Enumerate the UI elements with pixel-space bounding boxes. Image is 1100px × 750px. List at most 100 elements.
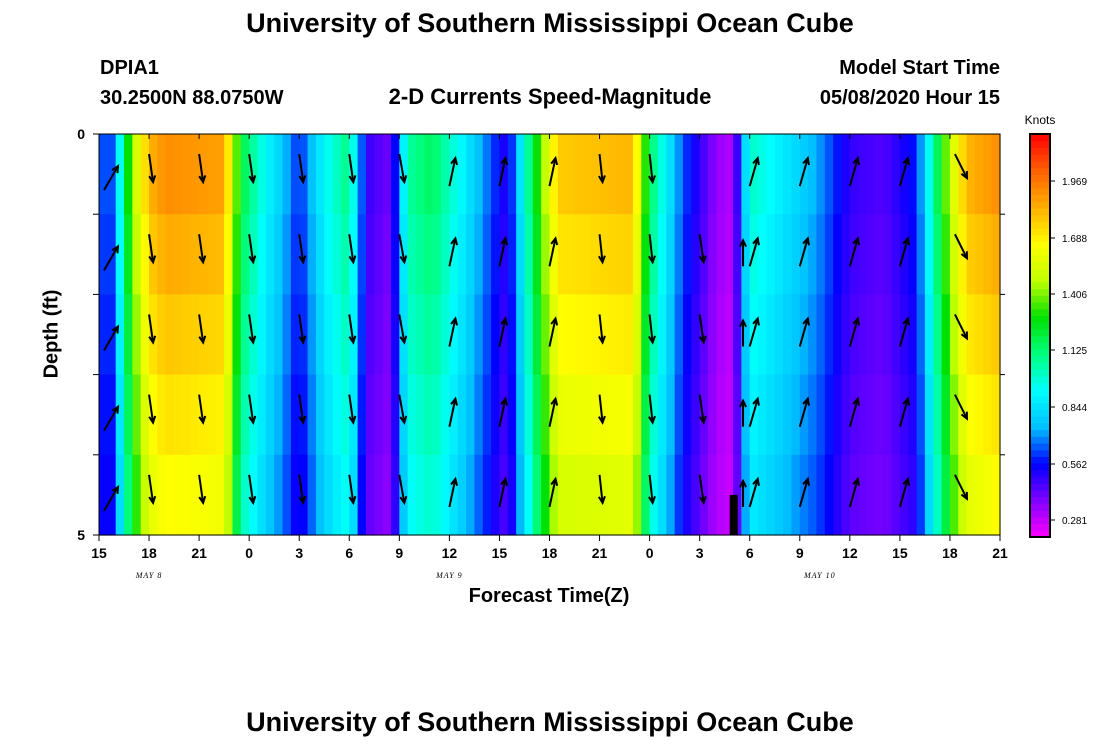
- current-arrow-shaft: [248, 474, 255, 503]
- heatmap-cell: [983, 294, 993, 376]
- current-arrow: [798, 236, 810, 267]
- heatmap-cell: [190, 374, 200, 456]
- heatmap-cell: [666, 214, 676, 295]
- current-arrow: [898, 155, 911, 187]
- heatmap-cell: [224, 134, 234, 215]
- current-arrow: [398, 394, 408, 425]
- heatmap-cell: [482, 454, 492, 536]
- heatmap-cell: [816, 374, 826, 456]
- current-arrow-shaft: [848, 478, 859, 508]
- heatmap-cell: [474, 134, 484, 215]
- x-tick-label: 3: [295, 545, 303, 561]
- current-arrow-shaft: [198, 394, 205, 423]
- current-arrow: [898, 316, 911, 347]
- heatmap-cell: [933, 294, 943, 376]
- colorbar-segment: [1030, 503, 1050, 511]
- heatmap-cell: [949, 294, 959, 376]
- heatmap-cell: [424, 374, 434, 456]
- current-arrow: [598, 153, 606, 185]
- heatmap-cell: [157, 214, 167, 295]
- heatmap-cell: [949, 454, 959, 536]
- heatmap-cell: [282, 454, 292, 536]
- current-arrow: [298, 474, 307, 506]
- heatmap-cell: [841, 134, 851, 215]
- colorbar-segment: [1030, 288, 1050, 296]
- heatmap-cell: [340, 294, 350, 376]
- heatmap-cell: [557, 374, 567, 456]
- heatmap-cell: [357, 454, 367, 536]
- heatmap-cell: [983, 134, 993, 215]
- heatmap-cell: [507, 134, 517, 215]
- current-arrow: [148, 153, 157, 185]
- heatmap-cell: [774, 134, 784, 215]
- heatmap-cell: [749, 134, 759, 215]
- current-arrow: [598, 314, 606, 345]
- heatmap-cell: [132, 134, 142, 215]
- heatmap-cell: [124, 294, 133, 376]
- heatmap-cell: [733, 134, 742, 215]
- heatmap-cell: [232, 454, 242, 536]
- current-arrow-shaft: [448, 478, 457, 508]
- current-arrow: [103, 164, 120, 191]
- heatmap-cell: [783, 294, 793, 376]
- x-tick-label: 9: [395, 545, 403, 561]
- heatmap-cell: [115, 134, 125, 215]
- colorbar-segment: [1030, 261, 1050, 269]
- heatmap-cell: [657, 134, 667, 215]
- heatmap-cell: [274, 134, 284, 215]
- heatmap-cell: [324, 214, 334, 295]
- heatmap-cell: [899, 454, 909, 536]
- heatmap-cell: [249, 374, 259, 456]
- heatmap-cell: [165, 134, 175, 215]
- current-arrow-shaft: [598, 153, 604, 183]
- heatmap-cell: [249, 294, 259, 376]
- heatmap-cells: [99, 134, 1001, 536]
- heatmap-cell: [432, 294, 442, 376]
- heatmap-cell: [441, 214, 450, 295]
- heatmap-cell: [249, 454, 259, 536]
- heatmap-cell: [516, 214, 526, 295]
- heatmap-cell: [190, 294, 200, 376]
- current-arrow-shaft: [898, 398, 909, 428]
- heatmap-cell: [791, 214, 801, 295]
- current-arrow: [298, 153, 307, 185]
- heatmap-cell: [908, 454, 918, 536]
- heatmap-cell: [733, 374, 742, 456]
- heatmap-cell: [457, 454, 467, 536]
- heatmap-cell: [908, 214, 918, 295]
- heatmap-cell: [816, 214, 826, 295]
- current-arrow: [598, 474, 606, 506]
- colorbar-segment: [1030, 483, 1050, 491]
- current-arrow-shaft: [148, 234, 155, 263]
- heatmap-cell: [557, 454, 567, 536]
- heatmap-cell: [783, 134, 793, 215]
- heatmap-cell: [632, 214, 642, 295]
- heatmap-cell: [791, 374, 801, 456]
- current-arrow-shaft: [598, 234, 604, 263]
- heatmap-cell: [207, 454, 217, 536]
- heatmap-cell: [716, 374, 726, 456]
- current-arrow: [348, 234, 357, 265]
- heatmap-cell: [758, 214, 767, 295]
- heatmap-cell: [549, 134, 559, 215]
- heatmap-cell: [182, 294, 192, 376]
- heatmap-cell: [574, 214, 584, 295]
- heatmap-cell: [357, 294, 367, 376]
- current-arrow-shaft: [248, 314, 255, 343]
- heatmap-cell: [407, 454, 417, 536]
- heatmap-cell: [374, 294, 384, 376]
- current-arrow-head: [739, 318, 747, 328]
- heatmap-cell: [674, 294, 684, 376]
- heatmap-cell: [899, 214, 909, 295]
- heatmap-cell: [674, 134, 684, 215]
- heatmap-cell: [841, 374, 851, 456]
- heatmap-cell: [240, 374, 250, 456]
- colorbar-segment: [1030, 140, 1050, 149]
- colorbar-segment: [1030, 463, 1050, 471]
- heatmap-cell: [374, 454, 384, 536]
- heatmap-cell: [340, 454, 350, 536]
- heatmap-cell: [390, 294, 400, 376]
- current-arrow-head: [802, 236, 810, 246]
- heatmap-cell: [290, 134, 300, 215]
- heatmap-cell: [582, 374, 592, 456]
